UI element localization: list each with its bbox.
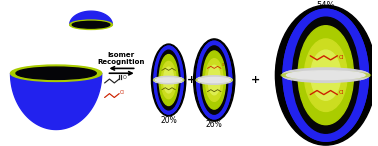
Text: Cl: Cl <box>120 90 125 95</box>
Ellipse shape <box>311 50 341 100</box>
Ellipse shape <box>161 60 177 100</box>
Ellipse shape <box>162 63 176 97</box>
Ellipse shape <box>276 5 376 145</box>
Text: O: O <box>123 75 127 80</box>
Ellipse shape <box>155 78 182 82</box>
Polygon shape <box>11 73 102 130</box>
Ellipse shape <box>163 67 174 93</box>
Text: Cl: Cl <box>338 90 344 95</box>
Ellipse shape <box>197 76 232 84</box>
Ellipse shape <box>196 78 232 82</box>
Ellipse shape <box>202 51 227 109</box>
Ellipse shape <box>197 76 232 84</box>
Ellipse shape <box>201 46 228 114</box>
Ellipse shape <box>70 20 112 29</box>
Ellipse shape <box>285 71 367 80</box>
Text: Cl: Cl <box>222 63 225 67</box>
Polygon shape <box>197 41 232 80</box>
Ellipse shape <box>298 26 353 125</box>
Ellipse shape <box>158 55 179 105</box>
Polygon shape <box>154 80 183 114</box>
Ellipse shape <box>300 34 351 116</box>
Ellipse shape <box>293 17 359 133</box>
Ellipse shape <box>201 46 228 114</box>
Ellipse shape <box>160 59 177 101</box>
Text: 20%: 20% <box>160 116 177 125</box>
Ellipse shape <box>152 44 186 116</box>
Text: 54%: 54% <box>316 1 335 10</box>
Ellipse shape <box>293 17 359 133</box>
Ellipse shape <box>198 78 230 83</box>
Ellipse shape <box>282 68 369 82</box>
Ellipse shape <box>72 21 110 28</box>
Ellipse shape <box>204 57 224 103</box>
Text: +: + <box>187 75 197 85</box>
Ellipse shape <box>16 67 96 79</box>
Ellipse shape <box>310 51 341 100</box>
Ellipse shape <box>161 61 176 99</box>
Ellipse shape <box>203 51 226 109</box>
Ellipse shape <box>282 68 369 82</box>
Ellipse shape <box>283 9 369 141</box>
Text: +: + <box>251 75 260 85</box>
Ellipse shape <box>304 39 347 111</box>
Polygon shape <box>154 46 183 80</box>
Ellipse shape <box>154 46 183 114</box>
Ellipse shape <box>305 42 346 108</box>
Ellipse shape <box>208 65 220 95</box>
Polygon shape <box>197 80 232 119</box>
Ellipse shape <box>281 72 370 79</box>
Ellipse shape <box>154 76 183 84</box>
Ellipse shape <box>204 56 225 104</box>
Ellipse shape <box>157 50 180 110</box>
Ellipse shape <box>287 71 365 80</box>
Polygon shape <box>70 11 112 25</box>
Text: Cl: Cl <box>338 55 344 60</box>
Ellipse shape <box>155 78 183 82</box>
Ellipse shape <box>208 66 220 95</box>
Ellipse shape <box>197 41 232 119</box>
Text: 26%: 26% <box>206 120 223 129</box>
Ellipse shape <box>153 78 184 82</box>
Ellipse shape <box>206 59 223 101</box>
Ellipse shape <box>197 77 231 83</box>
Ellipse shape <box>302 36 349 115</box>
Ellipse shape <box>164 67 174 93</box>
Ellipse shape <box>194 39 235 121</box>
Ellipse shape <box>206 61 223 99</box>
Ellipse shape <box>159 55 178 106</box>
Text: Isomer
Recognition: Isomer Recognition <box>98 52 145 65</box>
Polygon shape <box>283 9 369 75</box>
Polygon shape <box>283 75 369 141</box>
Ellipse shape <box>11 65 102 81</box>
Ellipse shape <box>295 26 356 125</box>
Ellipse shape <box>154 76 183 84</box>
Ellipse shape <box>157 50 180 110</box>
